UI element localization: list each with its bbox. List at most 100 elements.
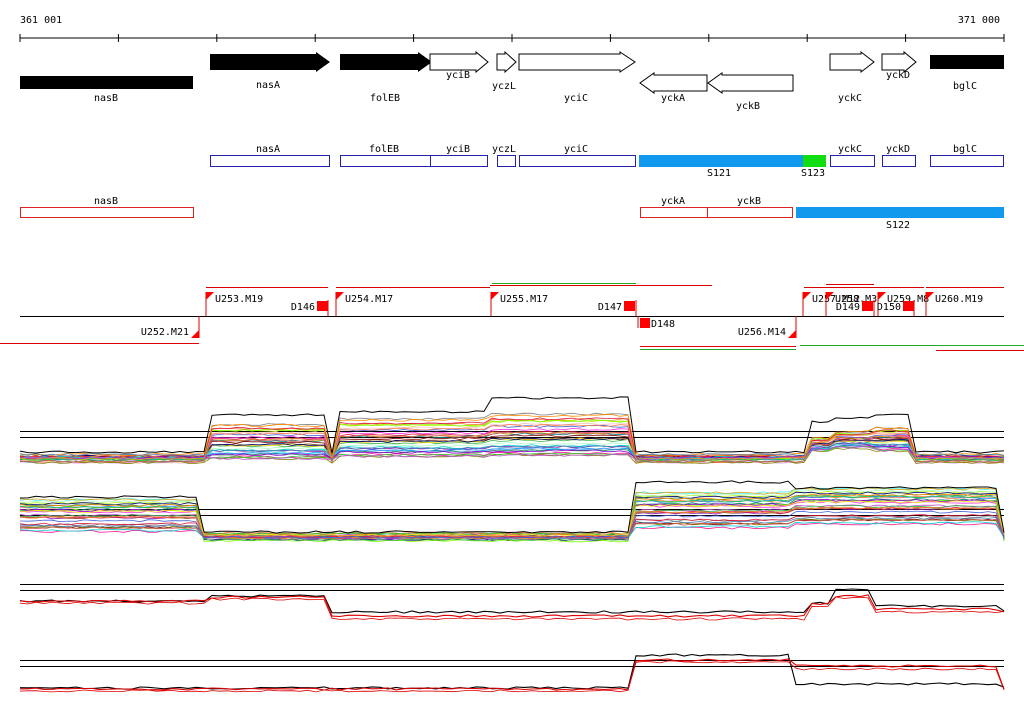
gene-nasB-bar[interactable] — [20, 76, 193, 89]
downshift-marker-D150[interactable]: D150 — [877, 300, 915, 316]
plus-box-yciB-label: yciB — [446, 144, 470, 155]
minus-box-yckB[interactable] — [707, 207, 793, 218]
expression-trace — [19, 445, 1005, 461]
expression-trace — [19, 431, 1005, 461]
upshift-marker-U256[interactable]: U256.M14 — [738, 316, 797, 338]
expression-traces-plus — [19, 396, 1005, 464]
segment-S123[interactable] — [803, 155, 826, 167]
minus-strand-track: nasB yckA yckB S122 — [20, 196, 1004, 231]
expression-trace-max — [19, 396, 1005, 454]
upshift-marker-U252-label: U252.M21 — [141, 327, 189, 338]
gene-yckC-label: yckC — [838, 93, 862, 104]
coordinate-ruler: 361 001 371 000 — [19, 15, 1005, 42]
summary-trace-red-2 — [19, 660, 1005, 693]
gene-yckC-arrow[interactable] — [829, 50, 875, 74]
upshift-marker-U257[interactable]: U257.M12 — [802, 292, 860, 316]
upshift-marker-U259-label: U259.M8 — [887, 294, 929, 305]
summary-trace-black — [19, 653, 1005, 690]
summary-traces-minus — [19, 653, 1005, 693]
plus-box-yckC[interactable] — [830, 155, 875, 167]
gene-annotation-track: nasB nasA folEB yciB yczL yciC yckA yckB… — [20, 50, 1004, 112]
upshift-marker-U255[interactable]: U255.M17 — [490, 292, 548, 316]
gene-yckA-arrow[interactable] — [639, 72, 708, 94]
summary-panel-minus — [19, 653, 1005, 693]
ruler-ticks — [19, 34, 1005, 42]
plus-box-yckD-label: yckD — [886, 144, 910, 155]
segment-S123-label: S123 — [801, 168, 825, 179]
gene-folEB-arrow[interactable] — [340, 52, 432, 72]
downshift-marker-D148-label: D148 — [651, 319, 675, 330]
expression-panel-minus — [19, 480, 1005, 543]
plus-box-bglC[interactable] — [930, 155, 1004, 167]
segment-S121[interactable] — [639, 155, 803, 167]
gene-yckD-label: yckD — [886, 70, 910, 81]
expression-trace — [19, 443, 1005, 460]
downshift-marker-D147-label: D147 — [598, 302, 622, 313]
summary-trace-red-2 — [19, 596, 1005, 621]
gene-yckD-arrow[interactable] — [881, 50, 917, 74]
downshift-marker-D148[interactable]: D148 — [637, 316, 675, 330]
minus-box-yckA[interactable] — [640, 207, 708, 218]
upshift-marker-U259[interactable]: U259.M8 — [877, 292, 929, 316]
plus-box-yciC-label: yciC — [564, 144, 588, 155]
shift-markers-track: U253.M19 U254.M17 U255.M17 U257.M12 U258 — [0, 283, 1024, 351]
expression-trace — [19, 419, 1005, 460]
plus-strand-track: nasA folEB yciB yczL yciC S121 S123 yckC… — [210, 144, 1004, 179]
expression-trace — [19, 506, 1005, 537]
segment-S122[interactable] — [796, 207, 1004, 218]
downshift-marker-D150-label: D150 — [877, 302, 901, 313]
expression-trace — [20, 505, 1005, 542]
expression-trace — [19, 441, 1005, 457]
plus-box-nasA[interactable] — [210, 155, 330, 167]
gene-bglC-bar[interactable] — [930, 55, 1004, 69]
plus-box-yckC-label: yckC — [838, 144, 862, 155]
minus-box-yckA-label: yckA — [661, 196, 685, 207]
gene-folEB-label: folEB — [370, 93, 400, 104]
minus-box-nasB[interactable] — [20, 207, 194, 218]
segment-S122-label: S122 — [886, 220, 910, 231]
expression-panel-plus — [19, 396, 1005, 464]
downshift-marker-D146[interactable]: D146 — [291, 300, 329, 316]
plus-box-folEB[interactable] — [340, 155, 431, 167]
gene-nasA-arrow[interactable] — [210, 52, 330, 72]
plus-box-folEB-label: folEB — [369, 144, 399, 155]
upshift-marker-U252[interactable]: U252.M21 — [141, 316, 200, 338]
downshift-marker-D146-label: D146 — [291, 302, 315, 313]
upshift-marker-U257-label: U257.M12 — [812, 294, 860, 305]
expression-trace — [19, 522, 1005, 539]
expression-trace — [19, 495, 1005, 536]
gene-yczL-arrow[interactable] — [496, 50, 517, 74]
expression-trace — [19, 500, 1005, 537]
plus-box-yckD[interactable] — [882, 155, 916, 167]
downshift-marker-D147[interactable]: D147 — [598, 300, 637, 316]
plus-box-yczL-label: yczL — [492, 144, 516, 155]
upshift-marker-U253[interactable]: U253.M19 — [205, 292, 263, 316]
plus-box-yczL[interactable] — [497, 155, 516, 167]
gene-yckB-label: yckB — [736, 101, 760, 112]
upshift-marker-U254-label: U254.M17 — [345, 294, 393, 305]
upshift-marker-U258[interactable]: U258.M3 — [825, 292, 877, 316]
axis-start-label: 361 001 — [20, 15, 62, 26]
expression-traces-minus — [19, 480, 1005, 543]
summary-trace-red — [19, 594, 1005, 618]
gene-yczL-label: yczL — [492, 81, 516, 92]
downshift-marker-D149[interactable]: D149 — [836, 300, 875, 316]
downshift-marker-D149-label: D149 — [836, 302, 860, 313]
upshift-marker-U255-label: U255.M17 — [500, 294, 548, 305]
summary-trace-red — [19, 658, 1005, 691]
upshift-marker-U260[interactable]: U260.M19 — [925, 292, 983, 316]
plus-box-nasA-label: nasA — [256, 144, 280, 155]
upshift-marker-U254[interactable]: U254.M17 — [335, 292, 393, 316]
upshift-marker-U258-label: U258.M3 — [835, 294, 877, 305]
gene-yciB-arrow[interactable] — [429, 50, 489, 74]
gene-yckB-arrow[interactable] — [707, 72, 794, 94]
expression-trace — [19, 414, 1005, 456]
gene-yciB-label: yciB — [446, 70, 470, 81]
plus-box-yciC[interactable] — [519, 155, 636, 167]
plus-box-yciB[interactable] — [430, 155, 488, 167]
upshift-marker-U260-label: U260.M19 — [935, 294, 983, 305]
gene-nasB-label: nasB — [94, 93, 118, 104]
gene-yciC-arrow[interactable] — [518, 51, 636, 73]
